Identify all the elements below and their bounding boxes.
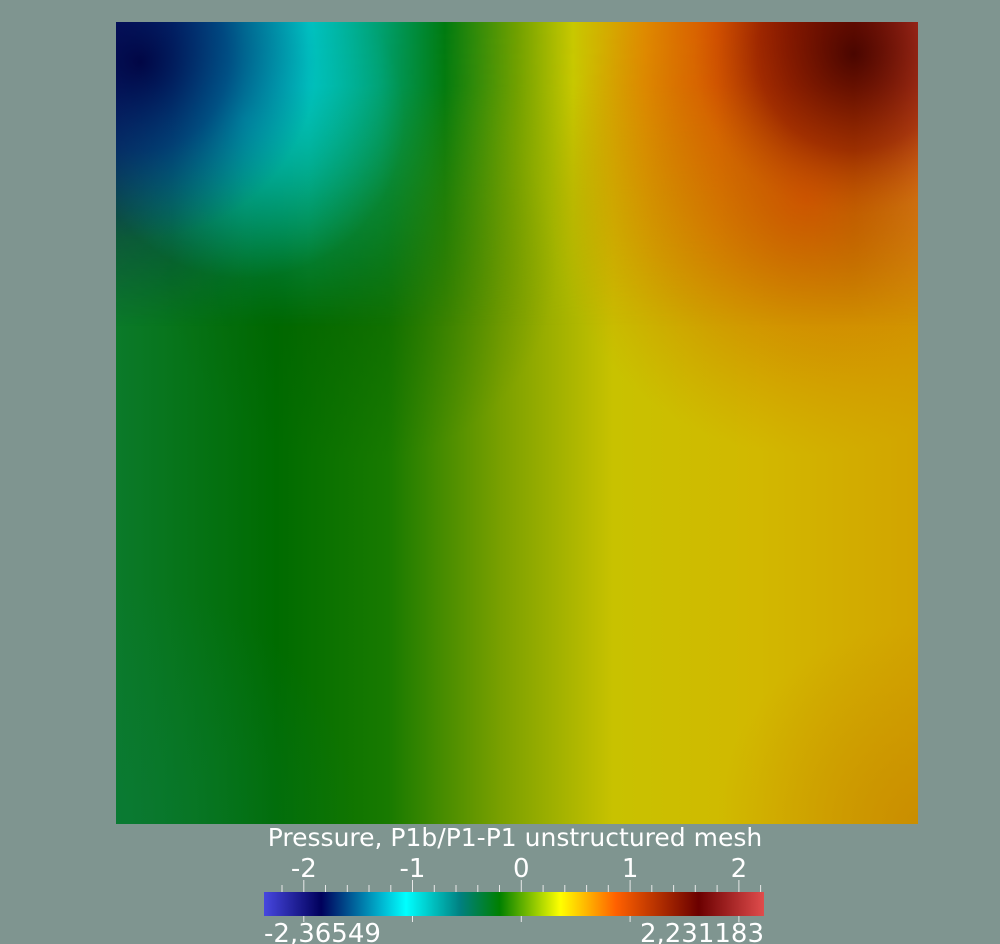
colorbar-tick-label: 1 — [622, 854, 639, 884]
colorbar: -2 -1 0 1 2 -2,36549 2,231183 — [264, 854, 764, 944]
colorbar-tick-label: -2 — [291, 854, 317, 884]
colorbar-tick-label: 0 — [513, 854, 530, 884]
colorbar-tick-label: 2 — [731, 854, 748, 884]
colorbar-min-label: -2,36549 — [264, 919, 381, 944]
colorbar-tick-marks — [281, 880, 762, 922]
colorbar-max-label: 2,231183 — [640, 919, 764, 944]
colorbar-tick-labels: -2 -1 0 1 2 — [291, 854, 747, 884]
colorbar-title: Pressure, P1b/P1-P1 unstructured mesh — [267, 823, 763, 852]
colorbar-tick-label: -1 — [400, 854, 426, 884]
colorbar-gradient-bar — [264, 892, 764, 916]
pressure-field-plot — [116, 22, 918, 824]
